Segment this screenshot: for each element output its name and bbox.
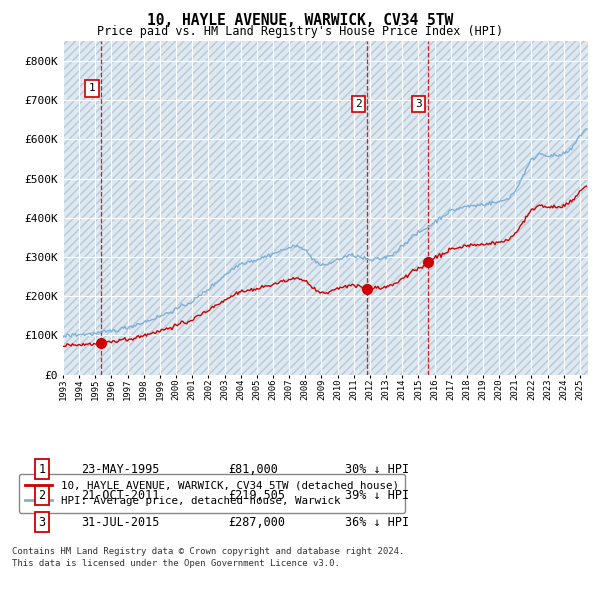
- Text: 2: 2: [355, 99, 362, 109]
- Text: 31-JUL-2015: 31-JUL-2015: [81, 516, 160, 529]
- Text: Contains HM Land Registry data © Crown copyright and database right 2024.: Contains HM Land Registry data © Crown c…: [12, 547, 404, 556]
- Text: 23-MAY-1995: 23-MAY-1995: [81, 463, 160, 476]
- Text: 30% ↓ HPI: 30% ↓ HPI: [345, 463, 409, 476]
- Text: 3: 3: [415, 99, 422, 109]
- Text: This data is licensed under the Open Government Licence v3.0.: This data is licensed under the Open Gov…: [12, 559, 340, 568]
- Text: 1: 1: [38, 463, 46, 476]
- Text: £287,000: £287,000: [228, 516, 285, 529]
- Text: £81,000: £81,000: [228, 463, 278, 476]
- Text: 3: 3: [38, 516, 46, 529]
- Text: £219,505: £219,505: [228, 489, 285, 502]
- Legend: 10, HAYLE AVENUE, WARWICK, CV34 5TW (detached house), HPI: Average price, detach: 10, HAYLE AVENUE, WARWICK, CV34 5TW (det…: [19, 474, 405, 513]
- Text: 21-OCT-2011: 21-OCT-2011: [81, 489, 160, 502]
- Text: 2: 2: [38, 489, 46, 502]
- Text: 39% ↓ HPI: 39% ↓ HPI: [345, 489, 409, 502]
- Text: 36% ↓ HPI: 36% ↓ HPI: [345, 516, 409, 529]
- Text: 10, HAYLE AVENUE, WARWICK, CV34 5TW: 10, HAYLE AVENUE, WARWICK, CV34 5TW: [147, 13, 453, 28]
- Text: 1: 1: [89, 83, 95, 93]
- Text: Price paid vs. HM Land Registry's House Price Index (HPI): Price paid vs. HM Land Registry's House …: [97, 25, 503, 38]
